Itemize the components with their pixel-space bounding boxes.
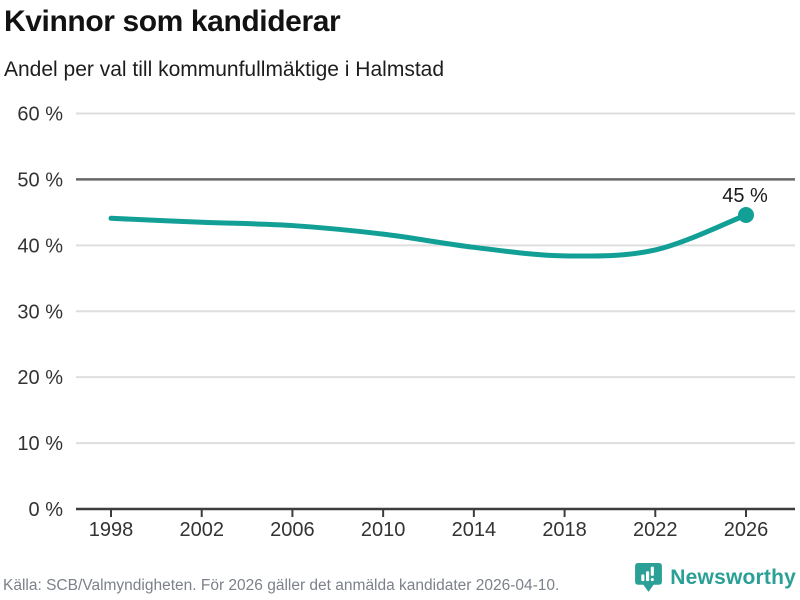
y-tick-label: 0 % (29, 499, 64, 521)
x-tick-label: 2022 (633, 519, 678, 541)
x-tick-label: 2002 (179, 519, 224, 541)
trend-line (108, 212, 749, 259)
x-tick-label: 2006 (270, 519, 315, 541)
x-tick-label: 2014 (452, 519, 497, 541)
newsworthy-wordmark: Newsworthy (670, 566, 796, 589)
newsworthy-logo: Newsworthy (634, 562, 796, 594)
y-tick-label: 40 % (17, 235, 63, 257)
chart-subtitle: Andel per val till kommunfullmäktige i H… (4, 58, 445, 81)
y-tick-label: 10 % (17, 433, 63, 455)
y-tick-label: 30 % (17, 301, 63, 323)
x-tick-label: 2026 (724, 519, 769, 541)
y-tick-label: 20 % (17, 367, 63, 389)
x-tick-label: 1998 (89, 519, 134, 541)
x-tick-label: 2010 (361, 519, 406, 541)
end-point-dot (738, 207, 754, 224)
newsworthy-bubble-icon (635, 563, 663, 592)
chart-title: Kvinnor som kandiderar (4, 5, 341, 38)
y-tick-label: 50 % (17, 169, 63, 191)
y-tick-label: 60 % (17, 104, 63, 126)
x-tick-label: 2018 (542, 519, 587, 541)
source-note: Källa: SCB/Valmyndigheten. För 2026 gäll… (3, 577, 560, 594)
end-point-label: 45 % (722, 185, 768, 207)
